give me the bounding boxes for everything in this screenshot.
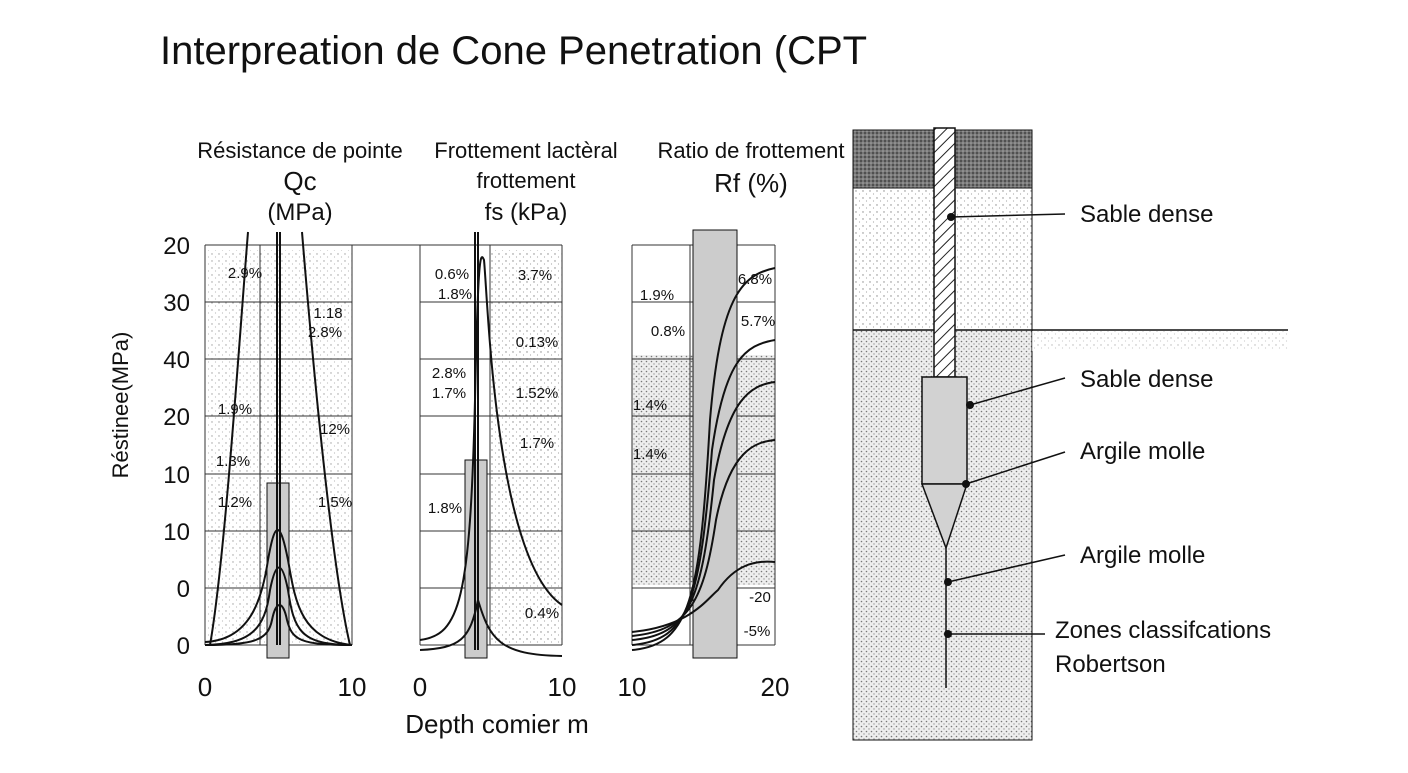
y-tick-label: 10 — [163, 519, 190, 546]
annotation: 0.13% — [516, 334, 559, 351]
annotation: 1.8% — [438, 286, 472, 303]
x-tick-label: 0 — [198, 672, 212, 702]
panel-header: frottement — [476, 168, 575, 193]
annotation: 3.7% — [518, 267, 552, 284]
y-tick-label: 10 — [163, 462, 190, 489]
x-tick-label: 20 — [761, 672, 790, 702]
x-tick-label: 10 — [338, 672, 367, 702]
annotation: 1.7% — [432, 385, 466, 402]
annotation: 1.5% — [318, 494, 352, 511]
leader-dot — [962, 480, 970, 488]
annotation: 6.8% — [738, 271, 772, 288]
y-axis-label: Réstinee(MPa) — [108, 332, 133, 479]
profile-curve — [631, 267, 776, 651]
annotation: 1.9% — [218, 401, 252, 418]
leader-dot — [944, 630, 952, 638]
leader-line — [947, 554, 1066, 583]
leader-dot — [944, 578, 952, 586]
annotation: 1.52% — [516, 385, 559, 402]
panel-header: Rf (%) — [714, 168, 788, 198]
profile-curve — [631, 339, 776, 646]
annotation: 1.4% — [633, 446, 667, 463]
annotation: 12% — [320, 421, 350, 438]
profile-curve — [301, 231, 351, 646]
annotation: 0.6% — [435, 266, 469, 283]
annotation: 0.8% — [651, 323, 685, 340]
soil-label: Argile molle — [1080, 438, 1205, 465]
cone-body — [921, 376, 968, 485]
profile-curve — [209, 231, 249, 646]
x-tick-label: 10 — [548, 672, 577, 702]
cone-tip — [920, 483, 969, 551]
profile-curve — [631, 560, 776, 633]
x-tick-label: 10 — [618, 672, 647, 702]
leader-line — [965, 451, 1066, 485]
cone-rod — [933, 127, 956, 378]
y-tick-label: 0 — [177, 633, 190, 660]
y-tick-label: 20 — [163, 233, 190, 260]
soil-label: Sable dense — [1080, 201, 1213, 228]
annotation: 1.7% — [520, 435, 554, 452]
annotation: 1.3% — [216, 453, 250, 470]
panel-header: Qc — [283, 166, 316, 196]
annotation: 2.8% — [432, 365, 466, 382]
leader-line — [950, 213, 1066, 218]
y-tick-label: 20 — [163, 404, 190, 431]
panel-header: Résistance de pointe — [197, 138, 402, 163]
profile-curve — [631, 439, 776, 637]
surface-fill — [1032, 331, 1288, 351]
x-axis-label: Depth comier m — [405, 709, 589, 739]
annotation: 1.18 — [313, 305, 342, 322]
annotation: 1.2% — [218, 494, 252, 511]
soil-label: Robertson — [1055, 651, 1166, 678]
profile-curve — [631, 381, 776, 641]
panel-header: Ratio de frottement — [657, 138, 844, 163]
annotation: 2.8% — [308, 324, 342, 341]
annotation: 5.7% — [741, 313, 775, 330]
annotation: 1.8% — [428, 500, 462, 517]
y-tick-label: 30 — [163, 290, 190, 317]
soil-label: Sable dense — [1080, 366, 1213, 393]
annotation: -5% — [744, 623, 771, 640]
annotation: 1.9% — [640, 287, 674, 304]
title: Interpreation de Cone Penetration (CPT — [160, 29, 867, 73]
y-tick-label: 0 — [177, 576, 190, 603]
soil-label: Zones classifcations — [1055, 617, 1271, 644]
panel-header: fs (kPa) — [485, 199, 568, 226]
annotation: 1.4% — [633, 397, 667, 414]
leader-line — [969, 377, 1066, 406]
leader-dot — [966, 401, 974, 409]
x-tick-label: 0 — [413, 672, 427, 702]
soil-label: Argile molle — [1080, 542, 1205, 569]
leader-dot — [947, 213, 955, 221]
panel-header: Frottement lactèral — [434, 138, 617, 163]
profile-curve — [419, 256, 563, 641]
annotation: 0.4% — [525, 605, 559, 622]
panel-header: (MPa) — [267, 199, 332, 226]
annotation: 2.9% — [228, 265, 262, 282]
annotation: -20 — [749, 589, 771, 606]
y-tick-label: 40 — [163, 347, 190, 374]
